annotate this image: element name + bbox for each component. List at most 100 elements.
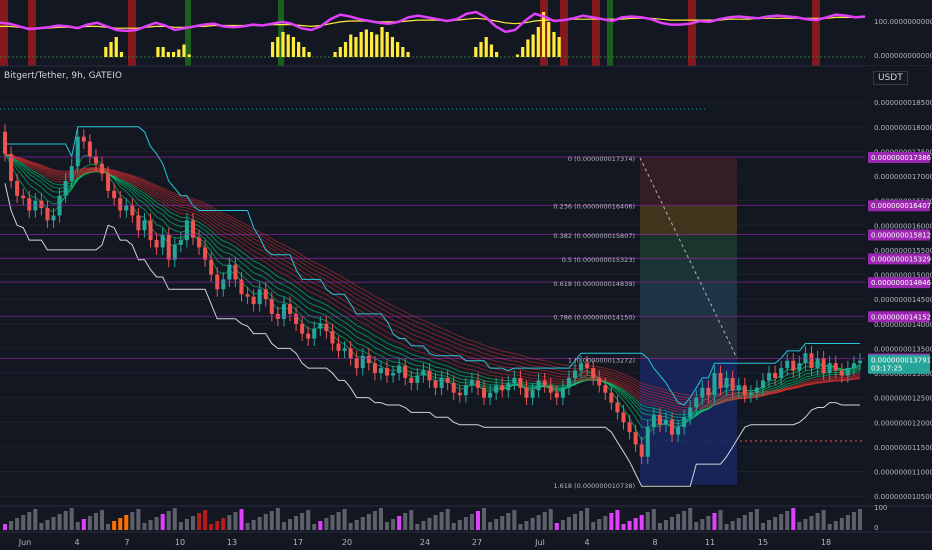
volume-bar <box>403 513 408 530</box>
volume-bar <box>851 512 856 530</box>
osc-bar <box>385 32 389 57</box>
osc-bar <box>333 52 337 57</box>
candle-body <box>748 392 753 396</box>
candle-body <box>512 377 517 383</box>
candle-body <box>300 323 305 334</box>
volume-bar <box>215 521 220 530</box>
volume-bar <box>306 510 311 530</box>
candle-body <box>239 279 244 295</box>
volume-bar <box>451 523 456 530</box>
volume-bar <box>245 523 250 530</box>
volume-bar <box>572 514 578 530</box>
volume-bar <box>815 513 820 530</box>
volume-bar <box>385 522 390 530</box>
price-axis[interactable]: 0.0000000185000.0000000180000.0000000175… <box>865 66 932 506</box>
volume-bar <box>670 517 675 530</box>
current-price-bg <box>868 354 930 374</box>
time-tick: Jun <box>18 538 32 547</box>
volume-bar <box>391 519 396 530</box>
candle-body <box>657 414 662 425</box>
volume-bar <box>366 514 371 530</box>
candle-body <box>203 247 208 260</box>
volume-bar <box>700 519 705 530</box>
volume-bar <box>463 517 468 530</box>
volume-bar <box>15 518 20 530</box>
volume-bar <box>87 516 92 530</box>
candle-body <box>663 419 668 425</box>
volume-bar <box>488 522 493 530</box>
osc-bar <box>276 37 280 57</box>
osc-bar <box>291 37 296 57</box>
volume-bar <box>269 511 274 530</box>
osc-bar <box>396 42 400 57</box>
candle-body <box>348 348 353 359</box>
candle-body <box>75 136 80 167</box>
volume-bar <box>318 521 323 530</box>
osc-bar <box>281 32 285 57</box>
volume-bar <box>239 509 244 530</box>
volume-bar <box>536 515 541 530</box>
osc-bar <box>489 44 494 57</box>
volume-bar <box>688 508 693 530</box>
osc-green-band <box>607 0 613 66</box>
osc-bar <box>515 54 520 57</box>
volume-bar <box>330 515 335 530</box>
osc-red-band <box>128 0 136 66</box>
osc-bar <box>547 22 551 57</box>
volume-bar <box>748 512 753 530</box>
price-tick: 0.000000015000 <box>874 272 932 280</box>
fib-level-label: 0.5 (0.000000015323) <box>562 256 635 264</box>
volume-bar <box>100 510 105 530</box>
candle-body <box>439 377 444 388</box>
candle-body <box>87 141 92 157</box>
price-label: 0.000000017386 <box>871 154 932 162</box>
candle-body <box>409 377 414 383</box>
volume-bar <box>767 520 772 530</box>
candle-body <box>645 427 650 457</box>
currency-button[interactable]: USDT <box>873 71 908 85</box>
volume-bar <box>821 510 826 530</box>
volume-bar <box>51 517 56 530</box>
volume-bar <box>730 521 735 530</box>
price-label-bg <box>868 152 930 164</box>
candle-body <box>754 387 759 393</box>
price-tick: 0.000000014500 <box>874 296 932 304</box>
volume-bar <box>130 512 135 530</box>
volume-bar <box>591 522 596 530</box>
candle-body <box>536 380 541 391</box>
volume-bar <box>251 520 256 530</box>
candle-body <box>251 296 256 305</box>
osc-bar <box>354 37 358 57</box>
osc-bar <box>364 29 368 57</box>
candle-body <box>639 444 644 457</box>
osc-bar <box>104 47 108 57</box>
volume-bar <box>45 520 50 530</box>
time-tick: 13 <box>227 538 237 547</box>
osc-bar <box>495 52 499 57</box>
ema-line <box>4 153 861 425</box>
candle-body <box>403 365 408 378</box>
volume-bar <box>773 517 778 530</box>
candle-body <box>178 240 183 245</box>
candle-body <box>730 377 735 391</box>
volume-bar <box>93 513 98 530</box>
candle-body <box>287 304 293 314</box>
volume-bar <box>75 522 80 530</box>
candle-body <box>2 131 8 154</box>
price-tick: 0.000000016000 <box>874 222 932 230</box>
candle-body <box>209 259 214 275</box>
volume-bar <box>281 522 286 530</box>
candle-body <box>621 412 626 423</box>
ema-line <box>4 153 861 406</box>
volume-bar <box>372 511 377 530</box>
osc-bar <box>270 42 275 57</box>
volume-bar <box>445 509 450 530</box>
candle-body <box>482 387 487 398</box>
countdown-label: 03:17:25 <box>871 365 902 373</box>
osc-red-band <box>812 0 820 66</box>
candle-body <box>233 264 238 280</box>
ema-ribbon <box>4 126 861 487</box>
volume-bar <box>475 511 480 530</box>
volume-bar <box>397 516 402 530</box>
time-axis[interactable]: Jun 4 7 10 13 17 20 24 27 Jul 4 8 11 15 18 <box>0 531 932 547</box>
